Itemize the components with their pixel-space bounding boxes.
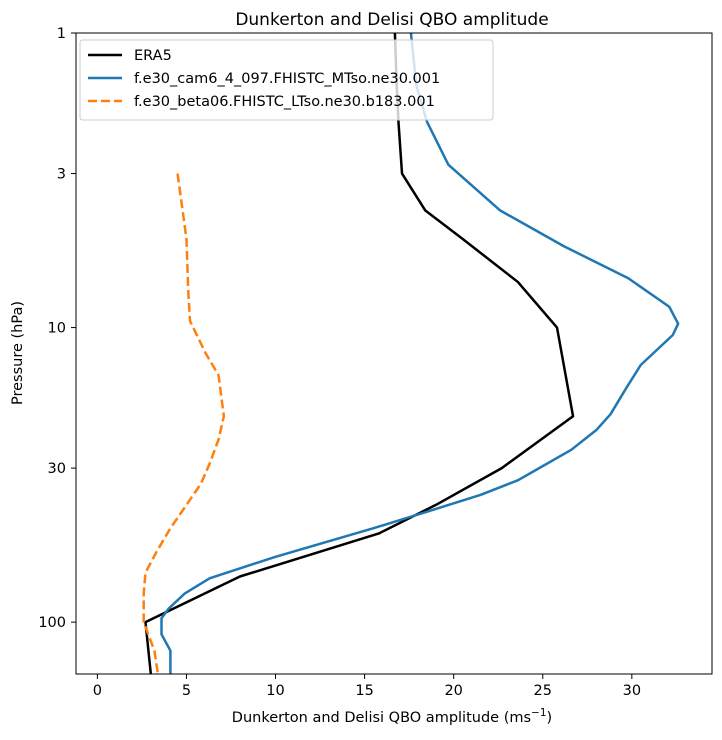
y-tick-label: 30 xyxy=(48,461,66,477)
y-tick-label: 3 xyxy=(57,167,66,183)
series-line-1 xyxy=(144,33,575,674)
legend: ERA5 f.e30_cam6_4_097.FHISTC_MTso.ne30.00… xyxy=(79,39,494,121)
x-tick-label: 5 xyxy=(182,683,191,699)
legend-label-3: f.e30_beta06.FHISTC_LTso.ne30.b183.001 xyxy=(134,94,435,110)
x-axis-ticks: 0 5 10 15 20 25 30 xyxy=(93,674,641,699)
legend-label-1: ERA5 xyxy=(134,48,172,64)
x-tick-label: 30 xyxy=(623,683,641,699)
x-axis-label-end: ) xyxy=(547,710,553,726)
x-axis-label: Dunkerton and Delisi QBO amplitude (ms−1… xyxy=(232,707,552,726)
x-tick-label: 10 xyxy=(266,683,284,699)
legend-label-2: f.e30_cam6_4_097.FHISTC_MTso.ne30.001 xyxy=(134,71,440,87)
y-tick-label: 10 xyxy=(48,321,66,337)
series-line-3 xyxy=(142,173,226,674)
series-line-2 xyxy=(160,33,680,674)
x-axis-label-main: Dunkerton and Delisi QBO amplitude (ms xyxy=(232,710,531,726)
x-tick-label: 25 xyxy=(534,683,552,699)
chart-title: Dunkerton and Delisi QBO amplitude xyxy=(235,10,548,30)
legend-items: ERA5 f.e30_cam6_4_097.FHISTC_MTso.ne30.00… xyxy=(88,48,440,110)
y-axis-ticks: 1 3 10 30 100 xyxy=(38,26,76,631)
x-tick-label: 20 xyxy=(444,683,462,699)
y-axis-label: Pressure (hPa) xyxy=(10,301,26,405)
x-tick-label: 15 xyxy=(355,683,373,699)
x-tick-label: 0 xyxy=(93,683,102,699)
legend-box xyxy=(79,39,494,121)
x-axis-label-superscript: −1 xyxy=(531,707,546,719)
plot-content xyxy=(142,33,680,674)
y-tick-label: 100 xyxy=(38,615,66,631)
axes-frame xyxy=(75,32,713,675)
y-tick-label: 1 xyxy=(57,26,66,42)
